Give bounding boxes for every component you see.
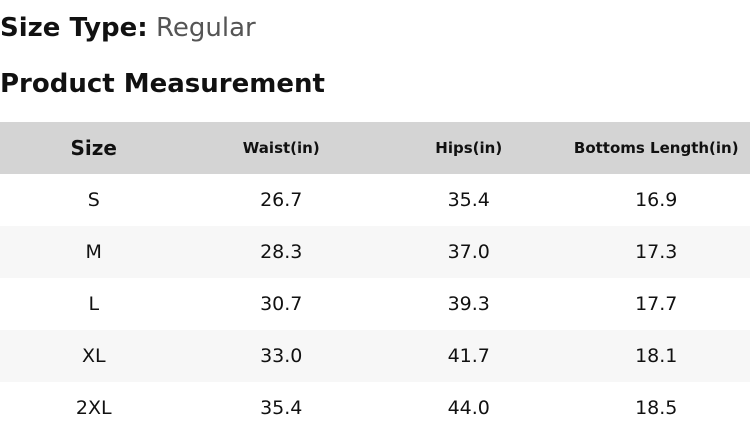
cell-bottoms-length: 16.9 [635, 189, 678, 211]
table-header-row: Size Waist(in) Hips(in) Bottoms Length(i… [0, 122, 750, 174]
section-title: Product Measurement [0, 69, 325, 99]
table-row: XL 33.0 41.7 18.1 [0, 330, 750, 382]
cell-waist: 26.7 [260, 189, 303, 211]
table-row: 2XL 35.4 44.0 18.5 [0, 382, 750, 434]
table-row: L 30.7 39.3 17.7 [0, 278, 750, 330]
cell-bottoms-length: 17.3 [635, 241, 678, 263]
cell-hips: 35.4 [447, 189, 490, 211]
size-type-label: Size Type: [0, 13, 148, 43]
cell-waist: 33.0 [260, 345, 303, 367]
cell-hips: 39.3 [447, 293, 490, 315]
header-hips: Hips(in) [435, 139, 503, 157]
cell-bottoms-length: 17.7 [635, 293, 678, 315]
header-bottoms-length: Bottoms Length(in) [573, 139, 739, 157]
cell-size: M [85, 241, 102, 263]
cell-bottoms-length: 18.1 [635, 345, 678, 367]
cell-hips: 37.0 [447, 241, 490, 263]
cell-size: XL [81, 345, 106, 367]
cell-waist: 28.3 [260, 241, 303, 263]
table-row: S 26.7 35.4 16.9 [0, 174, 750, 226]
cell-hips: 41.7 [447, 345, 490, 367]
cell-size: L [88, 293, 100, 315]
size-type: Size Type: Regular [0, 12, 256, 44]
header-size: Size [70, 136, 117, 160]
header-waist: Waist(in) [242, 139, 320, 157]
cell-hips: 44.0 [447, 397, 490, 419]
table-row: M 28.3 37.0 17.3 [0, 226, 750, 278]
size-type-value: Regular [155, 13, 256, 43]
cell-size: S [87, 189, 100, 211]
measurement-table: Size Waist(in) Hips(in) Bottoms Length(i… [0, 122, 750, 434]
cell-bottoms-length: 18.5 [635, 397, 678, 419]
cell-waist: 35.4 [260, 397, 303, 419]
cell-waist: 30.7 [260, 293, 303, 315]
cell-size: 2XL [75, 397, 112, 419]
